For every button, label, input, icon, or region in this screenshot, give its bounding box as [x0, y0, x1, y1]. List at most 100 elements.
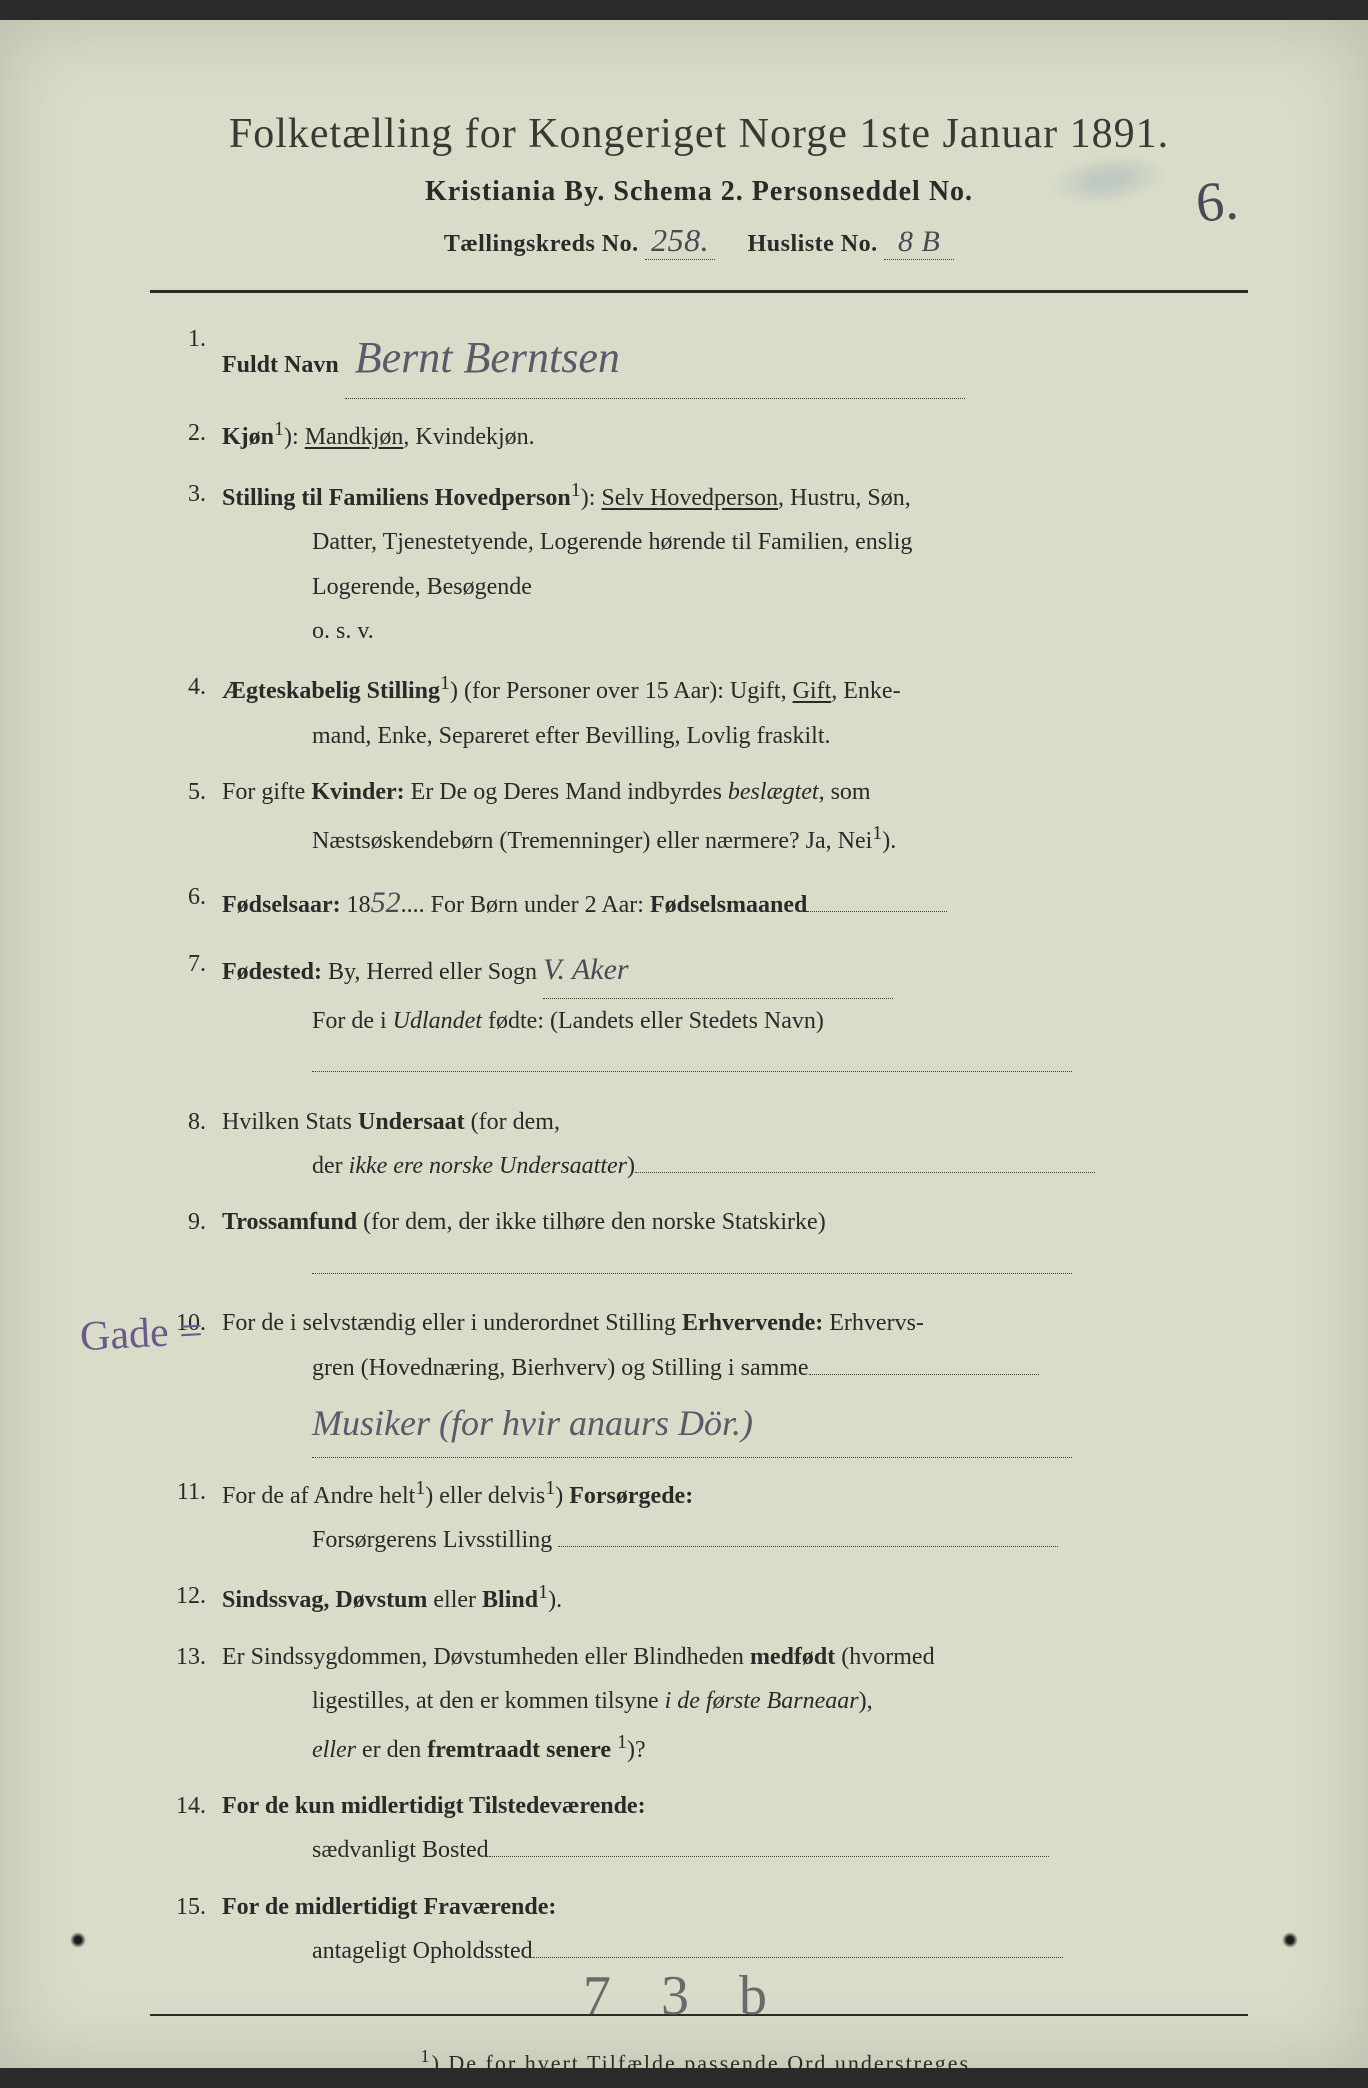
entry-num: 3. [170, 472, 222, 654]
text: Erhvervs- [823, 1310, 924, 1336]
entry-body: Fødselsaar: 1852.... For Børn under 2 Aa… [222, 875, 1248, 931]
text: eller [427, 1587, 482, 1613]
entry-num: 6. [170, 875, 222, 931]
handwritten-bottom-number: 7 3 b [583, 1964, 785, 2028]
line: eller er den fremtraadt senere 1)? [222, 1724, 1248, 1772]
entry-num: 9. [170, 1200, 222, 1289]
label-blind: Blind [482, 1587, 538, 1613]
blank-fill [807, 911, 947, 912]
line: ligestilles, at den er kommen tilsyne i … [222, 1679, 1248, 1723]
line: For de i Udlandet fødte: (Landets eller … [222, 999, 1248, 1043]
husliste-value: 8 B [884, 225, 954, 260]
text: For de i selvstændig eller i underordnet… [222, 1310, 682, 1336]
line: gren (Hovednæring, Bierhverv) og Stillin… [222, 1346, 1248, 1390]
entry-2: 2. Kjøn1): Mandkjøn, Kvindekjøn. [170, 411, 1248, 459]
handwritten-year: 52 [371, 886, 401, 919]
entry-num: 2. [170, 411, 222, 459]
entry-15: 15. For de midlertidigt Fraværende: anta… [170, 1885, 1248, 1974]
text: , som [819, 779, 871, 805]
text: antageligt Opholdssted [312, 1938, 533, 1964]
entry-body: Stilling til Familiens Hovedperson1): Se… [222, 472, 1248, 654]
italic: beslægtet [728, 779, 819, 805]
label-stilling: Stilling til Familiens Hovedperson [222, 485, 571, 511]
italic: ikke ere norske Undersaatter [349, 1153, 627, 1179]
husliste-label: Husliste No. [748, 231, 878, 257]
label-fremtraadt: fremtraadt senere [427, 1737, 611, 1763]
entry-body: For de kun midlertidigt Tilstedeværende:… [222, 1784, 1248, 1873]
entry-body: Trossamfund (for dem, der ikke tilhøre d… [222, 1200, 1248, 1289]
entry-body: Sindssvag, Døvstum eller Blind1). [222, 1574, 1248, 1622]
label-sindssvag: Sindssvag, Døvstum [222, 1587, 427, 1613]
entry-14: 14. For de kun midlertidigt Tilstedevære… [170, 1784, 1248, 1873]
text: ): [284, 424, 305, 450]
sup: 1 [872, 822, 882, 844]
sup: 1 [274, 418, 284, 440]
text: , Enke- [831, 678, 900, 704]
entry-body: Hvilken Stats Undersaat (for dem, der ik… [222, 1100, 1248, 1189]
entry-body: Er Sindssygdommen, Døvstumheden eller Bl… [222, 1635, 1248, 1772]
text: By, Herred eller Sogn [322, 959, 543, 985]
kreds-value: 258. [645, 222, 715, 260]
entry-10: 10. For de i selvstændig eller i underor… [170, 1301, 1248, 1457]
sup: 1 [571, 479, 581, 501]
entry-9: 9. Trossamfund (for dem, der ikke tilhør… [170, 1200, 1248, 1289]
entry-body: For de af Andre helt1) eller delvis1) Fo… [222, 1470, 1248, 1563]
blank-fill [489, 1856, 1049, 1857]
kreds-label: Tællingskreds No. [444, 231, 639, 257]
entry-num: 1. [170, 317, 222, 399]
entry-body: Fødested: By, Herred eller Sogn V. Aker … [222, 942, 1248, 1087]
text: ). [882, 828, 896, 854]
text: Er De og Deres Mand indbyrdes [405, 779, 728, 805]
entry-num: 14. [170, 1784, 222, 1873]
sup: 1 [617, 1731, 627, 1753]
punch-hole-icon [70, 1932, 86, 1948]
text: der [312, 1153, 349, 1179]
entry-3: 3. Stilling til Familiens Hovedperson1):… [170, 472, 1248, 654]
italic: i de første Barneaar [665, 1688, 859, 1714]
entry-body: For de i selvstændig eller i underordnet… [222, 1301, 1248, 1457]
line: Næstsøskendebørn (Tremenninger) eller næ… [222, 815, 1248, 863]
label-trossamfund: Trossamfund [222, 1209, 357, 1235]
italic: eller [312, 1737, 356, 1763]
handwritten-place: V. Aker [543, 942, 893, 999]
entry-num: 13. [170, 1635, 222, 1772]
text: For gifte [222, 779, 311, 805]
text: fødte: (Landets eller Stedets Navn) [482, 1008, 824, 1034]
sup: 1 [420, 2046, 431, 2066]
title-line3: Tællingskreds No. 258. Husliste No. 8 B [150, 222, 1248, 260]
handwritten-occupation: Musiker (for hvir anaurs Dör.) [312, 1390, 1072, 1458]
text: ). [548, 1587, 562, 1613]
sup: 1 [415, 1477, 425, 1499]
label-fodselsmaaned: Fødselsmaaned [650, 892, 807, 918]
entry-8: 8. Hvilken Stats Undersaat (for dem, der… [170, 1100, 1248, 1189]
label-aegteskab: Ægteskabelig Stilling [222, 678, 440, 704]
label-kjon: Kjøn [222, 424, 274, 450]
entry-body: Kjøn1): Mandkjøn, Kvindekjøn. [222, 411, 1248, 459]
line: Logerende, Besøgende [222, 565, 1248, 609]
entry-13: 13. Er Sindssygdommen, Døvstumheden elle… [170, 1635, 1248, 1772]
text: Er Sindssygdommen, Døvstumheden eller Bl… [222, 1644, 750, 1670]
text: sædvanligt Bosted [312, 1837, 489, 1863]
entry-body: For gifte Kvinder: Er De og Deres Mand i… [222, 770, 1248, 863]
handwritten-name: Bernt Berntsen [345, 317, 965, 399]
entry-6: 6. Fødselsaar: 1852.... For Børn under 2… [170, 875, 1248, 931]
footnote-text: ) De for hvert Tilfælde passende Ord und… [432, 2050, 978, 2075]
label-fuldt-navn: Fuldt Navn [222, 352, 339, 378]
text: gren (Hovednæring, Bierhverv) og Stillin… [312, 1355, 809, 1381]
label-kvinder: Kvinder: [311, 779, 404, 805]
footnote: 1) De for hvert Tilfælde passende Ord un… [150, 2046, 1248, 2076]
selected-selv: Selv Hovedperson [601, 485, 778, 511]
blank-fill [312, 1071, 1072, 1072]
text: ) [555, 1483, 569, 1509]
text: , Kvindekjøn. [403, 424, 534, 450]
sup: 1 [538, 1581, 548, 1603]
label-tilstedevaerende: For de kun midlertidigt Tilstedeværende: [222, 1793, 646, 1819]
title-main: Folketælling for Kongeriget Norge 1ste J… [150, 110, 1248, 158]
selected-mandkjon: Mandkjøn [305, 424, 404, 450]
text: (for dem, der ikke tilhøre den norske St… [357, 1209, 826, 1235]
line: Forsørgerens Livsstilling [222, 1518, 1248, 1562]
entry-7: 7. Fødested: By, Herred eller Sogn V. Ak… [170, 942, 1248, 1087]
line: sædvanligt Bosted [222, 1828, 1248, 1872]
text: For de i [312, 1008, 393, 1034]
text: For Børn under 2 Aar: [425, 892, 650, 918]
